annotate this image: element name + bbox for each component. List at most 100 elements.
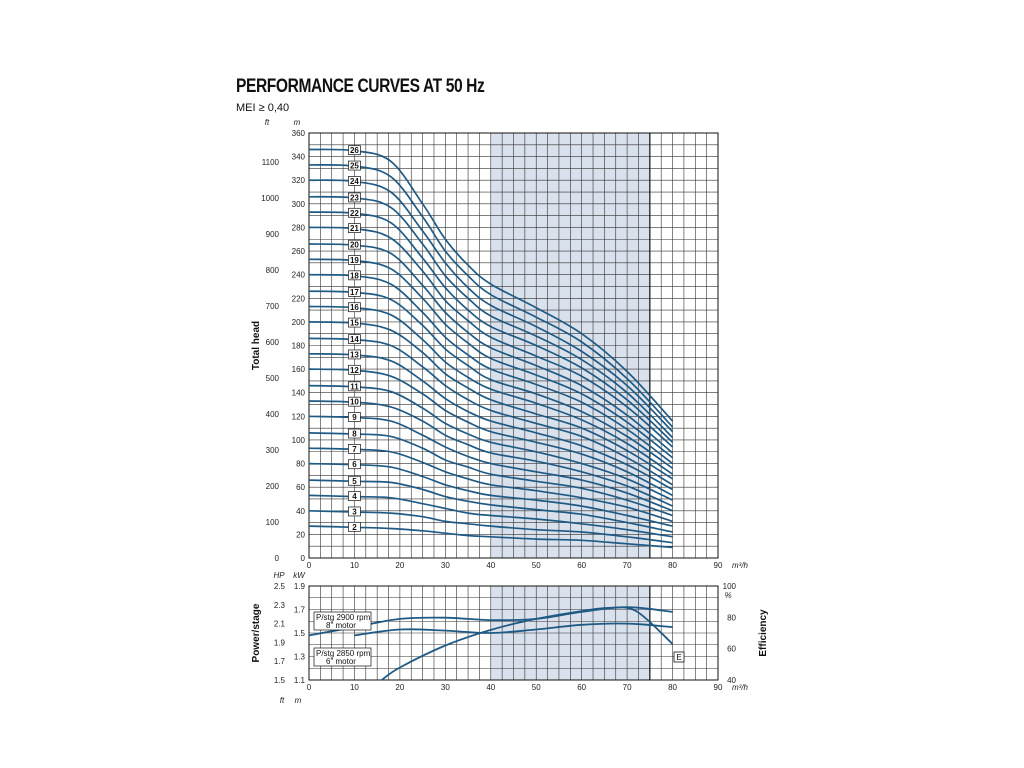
head-curve-18 [308, 273, 674, 465]
power-y-tick-kw: 1.1 [294, 676, 306, 685]
power-x-unit: m³/h [732, 683, 749, 692]
power-y-tick-kw: 1.7 [294, 606, 306, 615]
head-curve-6 [308, 462, 673, 527]
head-curve-2 [308, 525, 673, 549]
stage-label-box [348, 364, 361, 375]
head-x-tick: 40 [486, 561, 495, 570]
head-y-tick-m: 60 [296, 483, 305, 492]
head-y-unit-m: m [294, 118, 301, 127]
eff-y-tick: 100 [723, 582, 737, 591]
head-y-tick-m: 340 [292, 153, 306, 162]
power-y-tick-kw: 1.9 [294, 582, 306, 591]
head-curve-7 [308, 447, 673, 523]
head-curve-15 [308, 321, 674, 480]
head-y-tick-ft: 300 [266, 446, 280, 455]
head-y-tick-ft: 800 [266, 266, 280, 275]
head-x-tick: 10 [350, 561, 359, 570]
head-curve-10 [308, 400, 673, 507]
head-y-axis-title: Total head [251, 321, 262, 370]
head-y-unit-ft: ft [265, 118, 270, 127]
stage-label-box [348, 160, 361, 171]
stage-label-8: 8 [352, 430, 357, 439]
eff-y-tick: 40 [727, 676, 736, 685]
head-curve-8 [308, 432, 673, 517]
power-y-tick-hp: 1.7 [274, 657, 286, 666]
head-y-tick-m: 220 [292, 294, 306, 303]
head-y-tick-m: 20 [296, 530, 305, 539]
power-y-tick-hp: 1.9 [274, 638, 286, 647]
power-x-tick: 50 [532, 683, 541, 692]
power-x-tick: 60 [577, 683, 586, 692]
stage-label-box [348, 239, 361, 250]
page-subtitle: MEI ≥ 0,40 [236, 102, 290, 114]
head-y-tick-m: 360 [292, 129, 306, 138]
power-x-tick: 20 [395, 683, 404, 692]
stage-label-5: 5 [352, 477, 357, 486]
head-x-tick: 80 [668, 561, 677, 570]
power-x-tick: 80 [668, 683, 677, 692]
head-x-tick: 70 [623, 561, 632, 570]
stage-label-box [348, 491, 361, 501]
head-curve-11 [308, 384, 673, 501]
head-y-tick-m: 120 [292, 412, 306, 421]
power-x-tick: 30 [441, 683, 450, 692]
head-curve-12 [308, 368, 673, 497]
stage-label-19: 19 [350, 256, 359, 265]
stage-label-21: 21 [350, 224, 359, 233]
head-y-tick-m: 280 [292, 223, 306, 232]
power-y-axis-title: Power/stage [251, 603, 262, 662]
head-y-tick-m: 320 [292, 176, 306, 185]
head-curve-3 [308, 509, 673, 544]
stage-label-box [348, 317, 361, 328]
stage-label-box [348, 270, 361, 281]
head-curve-20 [308, 243, 674, 454]
head-curve-9 [308, 415, 673, 512]
head-x-tick: 0 [307, 561, 312, 570]
stage-label-3: 3 [352, 507, 357, 516]
stage-label-4: 4 [352, 492, 357, 501]
power-y-tick-hp: 2.5 [274, 582, 286, 591]
head-curve-13 [308, 352, 674, 491]
head-y-tick-ft: 600 [266, 338, 280, 347]
stage-label-box [348, 176, 361, 186]
eff-y-unit: % [724, 591, 731, 600]
head-y-tick-m: 180 [292, 342, 306, 351]
stage-label-box [348, 521, 361, 532]
note-line2-p2900: 8" motor [326, 621, 356, 630]
stage-label-box [348, 255, 361, 265]
head-x-unit: m³/h [732, 561, 749, 570]
power-plot-frame [308, 585, 719, 681]
head-y-tick-ft: 500 [266, 374, 280, 383]
head-y-tick-ft: 200 [266, 482, 280, 491]
stage-label-box [348, 412, 361, 422]
power-curve-2 [381, 606, 674, 681]
head-y-tick-ft: 100 [266, 518, 280, 527]
head-curve-26 [308, 148, 674, 422]
efficiency-marker-label: E [676, 653, 681, 662]
stage-label-box [348, 428, 361, 439]
power-curve-1 [354, 622, 673, 637]
power-foot-unit-m: m [295, 696, 302, 705]
power-y-tick-hp: 2.3 [274, 601, 286, 610]
stage-label-20: 20 [350, 241, 359, 250]
stage-label-box [348, 287, 361, 297]
stage-label-box [348, 459, 361, 470]
stage-label-24: 24 [350, 177, 359, 186]
stage-label-box [348, 349, 361, 360]
power-x-tick: 10 [350, 683, 359, 692]
stage-label-box [348, 506, 361, 517]
head-x-tick: 20 [395, 561, 404, 570]
stage-label-box [348, 444, 361, 454]
eff-y-axis-title: Efficiency [758, 609, 769, 657]
head-curve-4 [308, 494, 673, 538]
note-box-p2900 [313, 611, 372, 631]
stage-label-box [348, 302, 361, 313]
note-box-p2850 [313, 647, 372, 667]
power-y-tick-hp: 1.5 [274, 676, 286, 685]
head-y-tick-m: 160 [292, 365, 306, 374]
stage-label-box [348, 381, 361, 392]
stage-label-22: 22 [350, 209, 359, 218]
stage-label-17: 17 [350, 288, 359, 297]
power-y-unit-hp: HP [273, 571, 285, 580]
